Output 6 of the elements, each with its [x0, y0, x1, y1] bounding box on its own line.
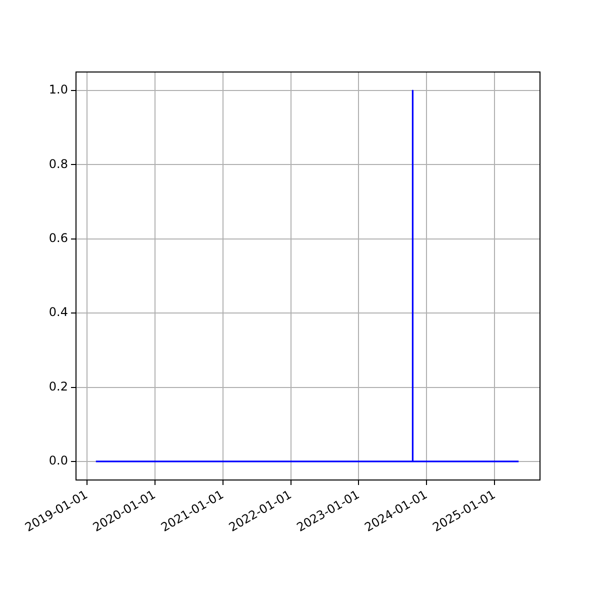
y-tick-label: 1.0: [48, 82, 68, 97]
y-tick-label: 0.2: [48, 379, 68, 394]
y-tick-label: 0.8: [48, 156, 68, 171]
y-tick-label: 0.4: [48, 305, 68, 320]
y-tick-label: 0.0: [48, 454, 68, 468]
y-tick-label: 0.6: [48, 231, 68, 246]
